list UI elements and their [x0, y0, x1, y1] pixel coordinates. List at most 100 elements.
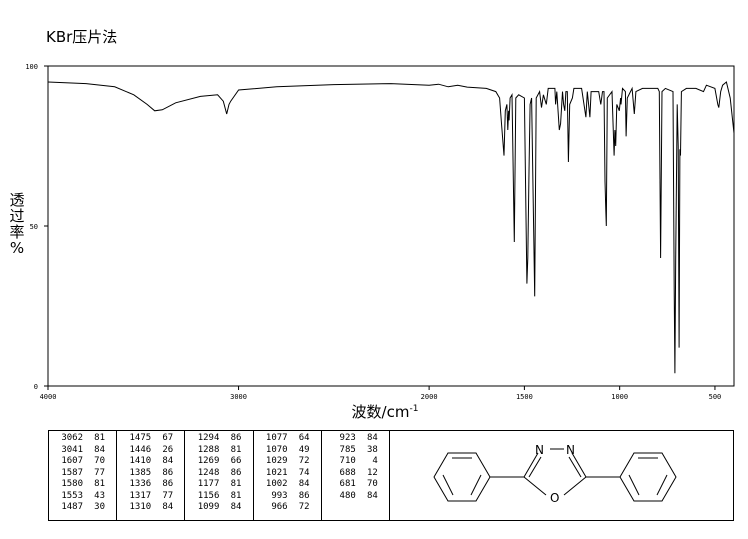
peak-row: 1410 84: [117, 456, 184, 468]
peak-transmittance: 12: [366, 467, 378, 478]
x-tick-label: 1500: [516, 393, 533, 401]
peak-transmittance: 30: [94, 502, 105, 512]
x-tick-label: 4000: [40, 393, 57, 401]
atom-n-left: N: [535, 443, 544, 457]
peak-row: 710 4: [322, 456, 389, 468]
peak-transmittance: 38: [366, 444, 378, 455]
peak-row: 993 86: [254, 491, 321, 503]
y-label-char-3: 率: [9, 223, 25, 241]
peak-wavenumber: 1580: [61, 479, 83, 489]
peak-row: 1099 84: [185, 502, 252, 514]
peak-transmittance: 86: [298, 490, 310, 501]
ir-spectrum-chart: 4000 3000 2000 1500 1000 500 0 50 100: [25, 63, 735, 401]
peak-wavenumber: 1336: [129, 479, 152, 489]
peak-row: 3041 84: [49, 445, 116, 457]
peak-wavenumber: 681: [339, 479, 356, 489]
peak-row: 785 38: [322, 445, 389, 457]
y-label-char-2: 过: [9, 207, 25, 225]
ring-bond-o1-c2: [523, 476, 547, 496]
peak-row: 1553 43: [49, 491, 116, 503]
peak-transmittance: 77: [94, 467, 105, 478]
x-label-sup: -1: [409, 404, 419, 414]
peak-wavenumber: 1475: [129, 433, 152, 443]
peak-column: 1475 67 1446 26 1410 84 1385 86 1336 86 1317 77 1310…: [117, 431, 186, 520]
x-tick-label: 3000: [230, 393, 247, 401]
peak-transmittance: 74: [298, 467, 310, 478]
peak-row: 923 84: [322, 433, 389, 445]
y-tick-label: 100: [25, 63, 38, 71]
ring-bond-c5-o1: [563, 476, 587, 496]
peak-transmittance: 84: [366, 433, 378, 443]
peak-row: 1385 86: [117, 468, 184, 480]
peak-transmittance: 64: [298, 433, 310, 443]
right-phenyl-inner-bond-2: [656, 474, 668, 496]
peak-row: 1580 81: [49, 479, 116, 491]
peak-transmittance: 49: [298, 444, 310, 455]
peak-wavenumber: 1029: [265, 456, 288, 466]
peak-transmittance: 43: [94, 490, 105, 501]
peak-row: 1607 70: [49, 456, 116, 468]
peak-transmittance: 81: [230, 444, 242, 455]
peak-wavenumber: 1248: [197, 467, 220, 478]
plot-frame: [47, 65, 735, 387]
peak-transmittance: 4: [372, 456, 378, 466]
peak-transmittance: 81: [94, 479, 105, 489]
y-axis-label: 透 过 率 %: [6, 192, 28, 256]
peak-row: 1248 86: [185, 468, 252, 480]
atom-n-right: N: [566, 443, 575, 457]
peak-row: 1029 72: [254, 456, 321, 468]
peak-column: 923 84 785 38 710 4 688 12 681 70 480 84: [322, 431, 389, 520]
peak-row: 688 12: [322, 468, 389, 480]
peak-wavenumber: 1385: [129, 467, 152, 478]
x-tick-label: 2000: [421, 393, 438, 401]
oxadiazole-structure: N N O: [433, 443, 677, 505]
peak-row: 1475 67: [117, 433, 184, 445]
peak-wavenumber: 785: [339, 444, 356, 455]
peak-row: 1288 81: [185, 445, 252, 457]
peak-row: 1070 49: [254, 445, 321, 457]
peak-transmittance: 86: [162, 467, 174, 478]
peak-wavenumber: 1487: [61, 502, 83, 512]
peak-transmittance: 84: [366, 490, 378, 501]
peak-wavenumber: 1099: [197, 502, 220, 512]
peak-row: 1310 84: [117, 502, 184, 514]
peak-transmittance: 67: [162, 433, 174, 443]
peak-wavenumber: 480: [339, 490, 356, 501]
atom-o: O: [550, 491, 559, 505]
peak-wavenumber: 1077: [265, 433, 288, 443]
peak-wavenumber: 1177: [197, 479, 220, 489]
peak-row: 1487 30: [49, 502, 116, 514]
peak-wavenumber: 1587: [61, 467, 83, 478]
peak-wavenumber: 1288: [197, 444, 220, 455]
spectrum-series-line: [47, 81, 735, 374]
method-label: KBr压片法: [46, 28, 118, 46]
peak-row: 1446 26: [117, 445, 184, 457]
peak-wavenumber: 1317: [129, 490, 152, 501]
peak-row: 1002 84: [254, 479, 321, 491]
ring-bond-n4-c5: [571, 452, 587, 478]
y-label-char-4: %: [9, 239, 25, 257]
x-tick-label: 500: [709, 393, 722, 401]
structure-panel: N N O: [390, 430, 734, 521]
peak-row: 1317 77: [117, 491, 184, 503]
x-tick-label: 1000: [611, 393, 628, 401]
peak-transmittance: 72: [298, 456, 310, 466]
peak-wavenumber: 1156: [197, 490, 220, 501]
peak-row: 1587 77: [49, 468, 116, 480]
peak-column: 3062 81 3041 84 1607 70 1587 77 1580 81 1553 43 1487…: [49, 431, 118, 520]
peak-row: 480 84: [322, 491, 389, 503]
ring-bond-c2-n3: [523, 452, 539, 478]
peak-column: 1294 86 1288 81 1269 66 1248 86 1177 81 1156 81 1099…: [185, 431, 254, 520]
peak-wavenumber: 1553: [61, 490, 83, 501]
peak-wavenumber: 1310: [129, 502, 152, 512]
peak-wavenumber: 1607: [61, 456, 83, 466]
ring-bond-n4-c5-double: [568, 456, 582, 478]
peak-row: 1021 74: [254, 468, 321, 480]
peak-transmittance: 86: [230, 467, 242, 478]
peak-row: 1177 81: [185, 479, 252, 491]
ring-bond-c2-n3-double: [528, 456, 542, 478]
peak-row: 3062 81: [49, 433, 116, 445]
x-axis-label: 波数/cm-1: [330, 401, 440, 422]
peak-transmittance: 70: [366, 479, 378, 489]
y-tick-label: 50: [30, 223, 38, 231]
